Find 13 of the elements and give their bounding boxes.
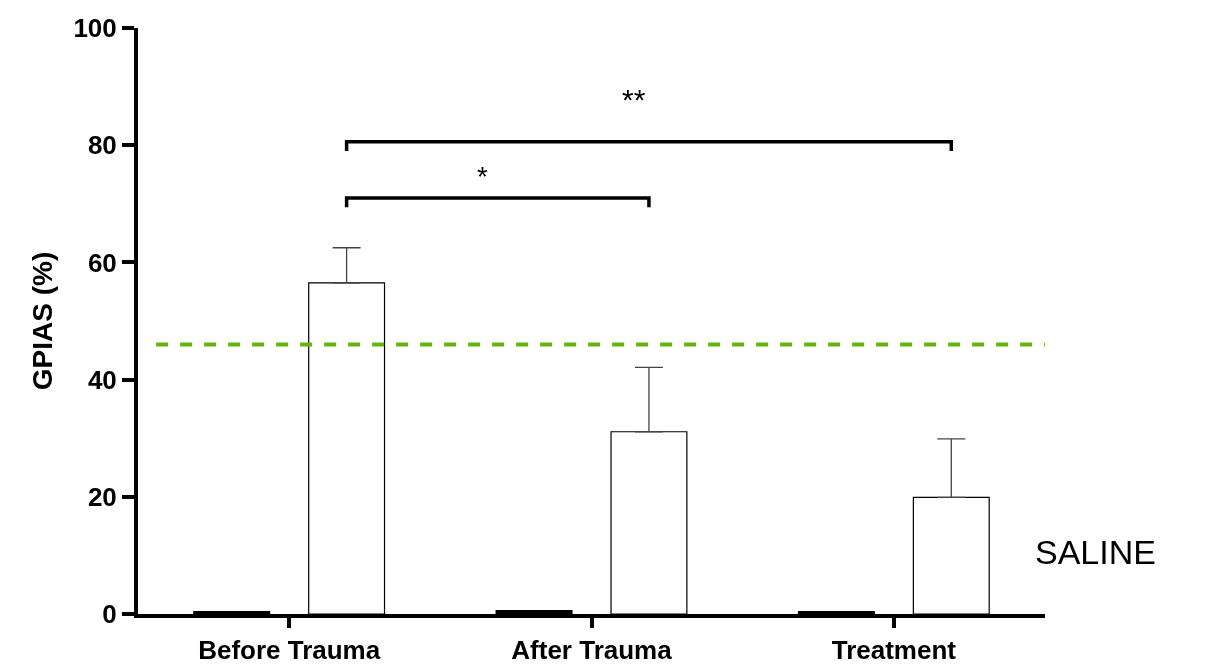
y-tick-label: 100	[73, 13, 117, 44]
x-tick-label: Treatment	[831, 635, 957, 666]
annotation: *	[477, 161, 488, 192]
y-tick-label: 0	[102, 599, 117, 630]
annotation: **	[622, 83, 646, 116]
x-tick-label: After Trauma	[511, 635, 673, 666]
x-tick-label: Before Trauma	[198, 635, 381, 666]
annotation: SALINE	[1035, 533, 1156, 571]
y-tick-label: 80	[87, 130, 117, 161]
y-axis-title: GPIAS (%)	[26, 251, 58, 391]
y-tick-label: 40	[87, 364, 117, 395]
y-tick-label: 20	[87, 481, 117, 512]
y-tick-label: 60	[87, 247, 117, 278]
